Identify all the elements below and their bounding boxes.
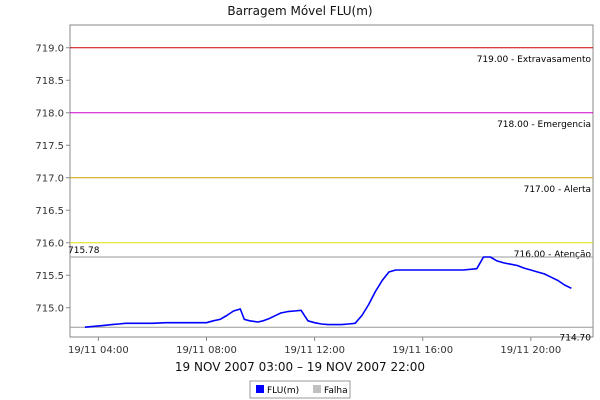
legend: FLU(m) Falha xyxy=(249,380,351,399)
marker-label: 717.00 - Alerta xyxy=(524,185,591,195)
y-tick-label: 715.0 xyxy=(35,303,64,314)
series-line xyxy=(84,256,572,328)
marker-label: 719.00 - Extravasamento xyxy=(477,55,592,65)
y-axis: 715.0 715.5 716.0 716.5 717.0 717.5 718.0 718.5… xyxy=(35,43,70,314)
series-layer xyxy=(84,256,572,328)
y-tick-label: 718.5 xyxy=(35,76,64,87)
chart-subtitle: 19 NOV 2007 03:00 – 19 NOV 2007 22:00 xyxy=(175,360,425,374)
marker-label: 718.00 - Emergencia xyxy=(497,120,591,130)
marker-lines: 719.00 - Extravasamento 718.00 - Emergenc… xyxy=(68,47,593,343)
x-tick-label: 19/11 20:00 xyxy=(500,345,561,356)
y-tick-label: 716.0 xyxy=(35,238,64,249)
chart-title: Barragem Móvel FLU(m) xyxy=(227,4,372,18)
marker-label: 716.00 - Atenção xyxy=(514,250,592,260)
legend-label: Falha xyxy=(324,386,348,396)
marker-label: 715.78 xyxy=(68,246,100,256)
x-tick-label: 19/11 04:00 xyxy=(68,345,129,356)
y-tick-label: 718.0 xyxy=(35,108,64,119)
y-tick-label: 716.5 xyxy=(35,206,64,217)
marker-label: 714.70 xyxy=(560,333,592,343)
x-axis: 19/11 04:00 19/11 08:00 19/11 12:00 19/11 1… xyxy=(68,337,561,356)
y-tick-label: 717.0 xyxy=(35,173,64,184)
y-tick-label: 717.5 xyxy=(35,141,64,152)
y-tick-label: 715.5 xyxy=(35,271,64,282)
legend-swatch xyxy=(313,385,321,393)
legend-label: FLU(m) xyxy=(267,386,299,396)
legend-box xyxy=(249,380,351,399)
y-tick-label: 719.0 xyxy=(35,43,64,54)
x-tick-label: 19/11 12:00 xyxy=(284,345,345,356)
legend-swatch xyxy=(256,385,264,393)
x-tick-label: 19/11 16:00 xyxy=(392,345,453,356)
x-tick-label: 19/11 08:00 xyxy=(176,345,237,356)
plot-area xyxy=(69,24,594,338)
plot-frame xyxy=(69,24,594,338)
